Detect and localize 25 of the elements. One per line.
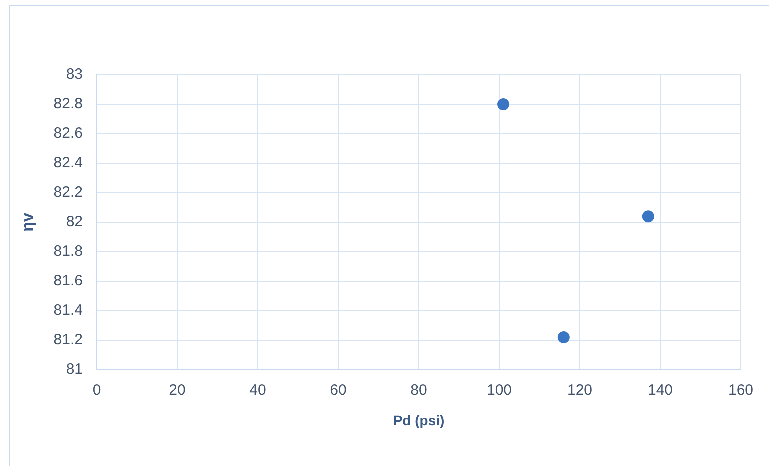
y-tick-label: 83 xyxy=(66,66,83,84)
y-tick-label: 81 xyxy=(66,361,83,378)
x-tick-label: 0 xyxy=(92,382,102,400)
point xyxy=(498,98,510,110)
y-tick-label: 82.4 xyxy=(54,154,83,172)
x-tick-label: 100 xyxy=(486,382,512,400)
y-tick-label: 81.6 xyxy=(54,272,83,290)
x-tick-label: 140 xyxy=(648,382,674,400)
y-tick-label: 82.2 xyxy=(54,184,83,202)
y-tick-label: 82 xyxy=(66,214,83,231)
point xyxy=(642,210,654,223)
y-tick-label: 81.4 xyxy=(54,302,83,320)
x-tick-label: 20 xyxy=(169,382,186,400)
x-axis-title: Pd (psi) xyxy=(393,412,445,428)
y-tick-label: 82.6 xyxy=(54,125,83,142)
y-tick-label: 82.8 xyxy=(54,96,83,113)
x-tick-label: 40 xyxy=(250,382,266,400)
point xyxy=(558,332,570,344)
y-axis-title: ηv xyxy=(20,213,38,232)
x-tick-label: 160 xyxy=(728,382,754,400)
y-tick-label: 81.2 xyxy=(54,332,83,349)
y-tick-label: 81.8 xyxy=(54,243,83,260)
x-tick-label: 80 xyxy=(410,382,428,400)
x-tick-label: 60 xyxy=(330,382,347,400)
x-tick-label: 120 xyxy=(567,382,593,400)
